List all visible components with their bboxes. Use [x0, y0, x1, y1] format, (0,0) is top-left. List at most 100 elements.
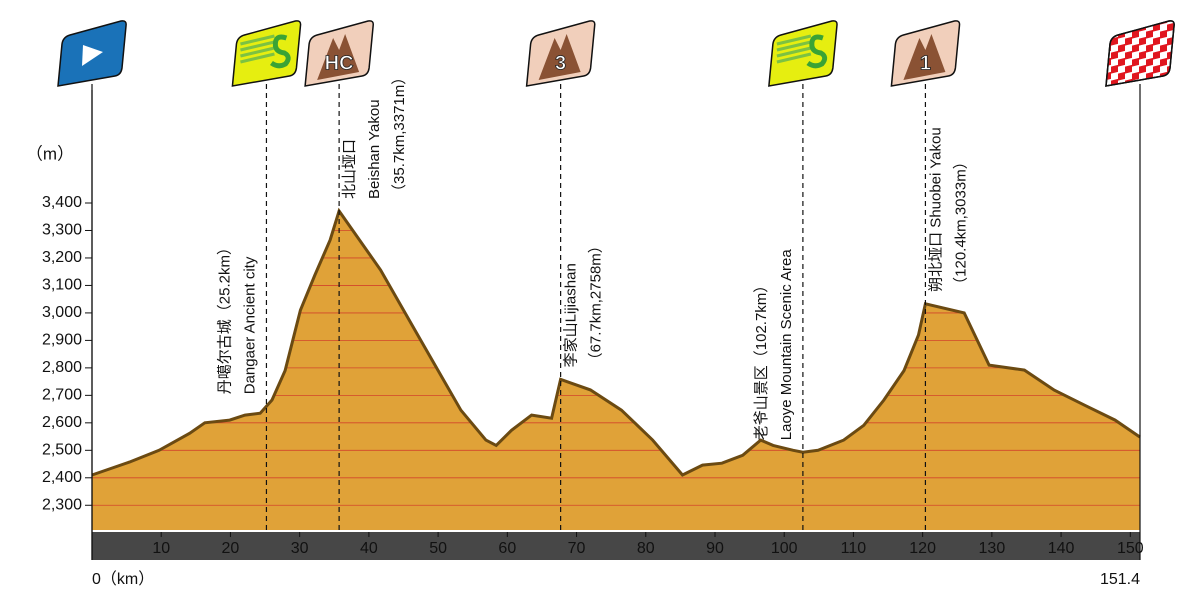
y-tick-label: 2,500 — [42, 442, 82, 459]
marker-icon — [57, 20, 127, 87]
flag-outline — [1105, 20, 1175, 87]
play-icon — [82, 45, 103, 66]
y-tick-label: 3,100 — [42, 277, 82, 294]
checker-cell — [1139, 36, 1146, 46]
checker-cell — [1118, 57, 1125, 67]
marker-label: 老爷山景区（102.7km） — [753, 278, 770, 441]
x-tick-label: 60 — [498, 540, 516, 557]
x-tick-label: 120 — [909, 540, 936, 557]
marker-icon: 3 — [525, 20, 596, 87]
sprint-stripe — [776, 34, 812, 46]
mountain — [538, 34, 581, 80]
marker-label: （35.7km,3371m） — [391, 70, 408, 199]
sprint-stripe — [776, 40, 812, 52]
checker-cell — [1132, 43, 1139, 53]
mountain — [317, 34, 360, 80]
flag — [231, 20, 302, 87]
checker-cell — [1160, 57, 1167, 67]
sprint-stripe — [240, 34, 275, 46]
y-axis-label: （m） — [26, 144, 74, 163]
x-tick-label: 10 — [152, 540, 170, 557]
checker-cell — [1132, 71, 1139, 81]
flag — [768, 20, 838, 87]
y-tick-label: 2,400 — [42, 469, 82, 486]
marker-label: Laoye Mountain Scenic Area — [778, 249, 795, 441]
marker-label: Dangaer Ancient city — [241, 256, 258, 394]
checker-cell — [1174, 57, 1175, 67]
x-tick-label: 50 — [429, 540, 447, 557]
checker-cell — [1153, 64, 1160, 74]
sprint-s — [269, 34, 291, 69]
x-tick-label: 80 — [637, 540, 655, 557]
profile-line — [91, 207, 1141, 477]
checker-cell — [1111, 64, 1118, 74]
x-tick-label: 110 — [841, 540, 867, 557]
x-tick-label: 130 — [979, 540, 1006, 557]
x-tick-label: 140 — [1048, 540, 1075, 557]
marker-label: （120.4km,3033m） — [952, 154, 969, 292]
marker-icon — [1105, 20, 1175, 87]
checker-cell — [1146, 29, 1153, 39]
x-axis-strip — [92, 532, 1140, 560]
x-tick-label: 70 — [568, 540, 586, 557]
checker-cell — [1174, 43, 1175, 53]
checker-cell — [1132, 57, 1139, 67]
checker-cell — [1125, 22, 1132, 32]
marker-label: （67.7km,2758m） — [588, 238, 605, 367]
checker-cell — [1106, 29, 1111, 39]
marker-label: 朔北垭口 Shuobei Yakou — [927, 127, 944, 292]
checker-cell — [1167, 22, 1174, 32]
checker-cell — [1125, 50, 1132, 60]
y-tick-label: 3,000 — [42, 304, 82, 321]
checker-cell — [1160, 43, 1167, 53]
sprint-stripe — [776, 52, 812, 64]
sprint-stripe — [240, 40, 275, 52]
sprint-stripe — [240, 52, 275, 64]
checker-cell — [1174, 20, 1175, 25]
x-tick-label: 40 — [360, 540, 378, 557]
checker-cell — [1125, 64, 1132, 74]
checker-cell — [1118, 71, 1125, 81]
checker-cell — [1174, 29, 1175, 39]
marker-label: 北山垭口 — [341, 139, 358, 199]
x-tick-label: 20 — [222, 540, 240, 557]
checker-cell — [1146, 20, 1153, 25]
checker-cell — [1118, 43, 1125, 53]
y-tick-label: 3,200 — [42, 249, 82, 266]
checker-cell — [1125, 36, 1132, 46]
marker-icon — [768, 20, 838, 87]
checker-cell — [1160, 29, 1167, 39]
marker-icon: HC — [304, 20, 375, 87]
checker-cell — [1111, 22, 1118, 32]
checker-cell — [1106, 20, 1111, 25]
y-tick-label: 2,900 — [42, 332, 82, 349]
y-tick-label: 2,700 — [42, 387, 82, 404]
x-tick-label: 100 — [771, 540, 798, 557]
checker-cell — [1132, 29, 1139, 39]
sprint-s — [806, 34, 828, 69]
checker-cell — [1153, 50, 1160, 60]
x-tick-label: 150 — [1117, 540, 1144, 557]
x-tick-label: 30 — [291, 540, 309, 557]
x-end-label: 151.4 — [1100, 571, 1140, 588]
checker-cell — [1146, 43, 1153, 53]
checker-cell — [1174, 71, 1175, 81]
checker-cell — [1146, 57, 1153, 67]
checker-cell — [1153, 36, 1160, 46]
marker-label: Beishan Yakou — [366, 99, 383, 199]
climb-category: 1 — [920, 52, 931, 74]
y-tick-label: 2,300 — [42, 496, 82, 513]
sprint-stripe — [240, 46, 275, 58]
x-tick-label: 90 — [706, 540, 724, 557]
y-tick-label: 3,300 — [42, 222, 82, 239]
checker-cell — [1118, 20, 1125, 25]
marker-icon: 1 — [890, 20, 961, 87]
checker-cell — [1111, 50, 1118, 60]
checker-cell — [1139, 64, 1146, 74]
y-tick-label: 2,800 — [42, 359, 82, 376]
marker-label: 李家山Lijiashan — [563, 263, 580, 367]
sprint-stripe — [776, 46, 812, 58]
checker-cell — [1167, 78, 1174, 86]
climb-category: 3 — [555, 52, 566, 74]
